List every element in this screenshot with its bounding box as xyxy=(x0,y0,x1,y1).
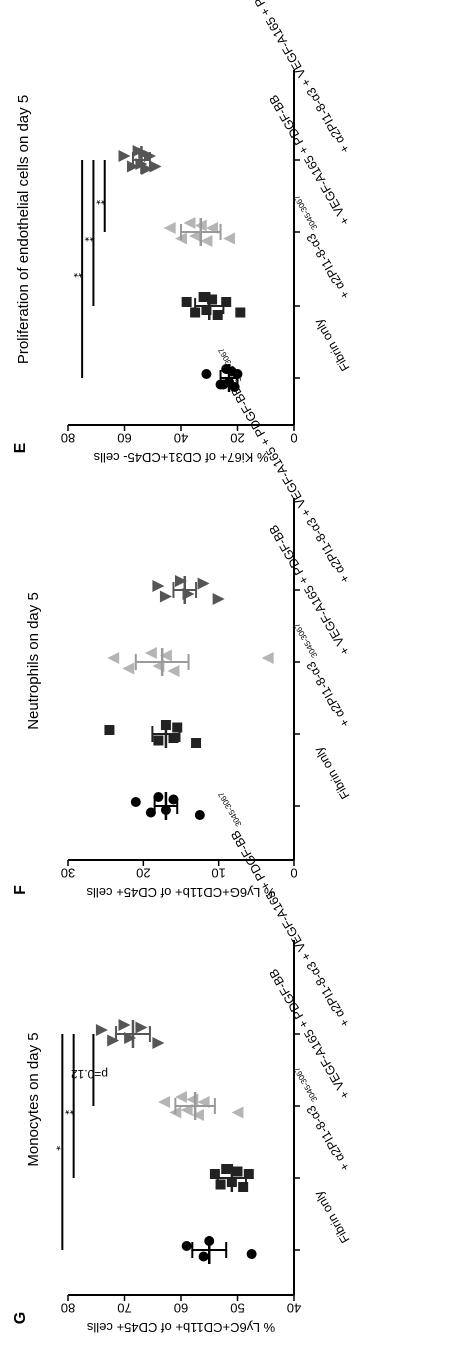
data-point xyxy=(152,580,164,592)
chart-title: Monocytes on day 5 xyxy=(25,1032,42,1166)
data-point xyxy=(107,652,119,664)
data-point xyxy=(235,308,245,318)
y-tick-label: 80 xyxy=(61,430,75,445)
data-point xyxy=(183,217,195,229)
chart-title: Neutrophils on day 5 xyxy=(25,592,42,730)
data-point xyxy=(182,297,192,307)
data-point xyxy=(119,1019,131,1031)
significance-label: p=0.12 xyxy=(71,1067,108,1081)
data-point xyxy=(200,235,212,247)
panel-F: 0 10 20 30 % Ly6G+CD11b+ of CD45+ cells Neutr… xyxy=(12,346,357,900)
significance-label: ** xyxy=(65,1103,75,1117)
category-sub-label: 3045-3067 xyxy=(216,790,244,830)
y-tick-label: 20 xyxy=(136,865,150,880)
category-label: + VEGF-A165 + PDGF-BB xyxy=(266,522,352,657)
data-point xyxy=(201,369,211,379)
panel-label: E xyxy=(12,442,29,453)
data-point xyxy=(199,1252,209,1262)
data-point xyxy=(150,161,162,173)
data-point xyxy=(164,222,176,234)
category-label: Fibrin only xyxy=(311,744,352,802)
y-axis-label: % Ly6C+CD11b+ of CD45+ cells xyxy=(86,1320,275,1335)
y-tick-label: 0 xyxy=(290,430,297,445)
data-point xyxy=(145,647,157,659)
data-point xyxy=(191,738,201,748)
data-point xyxy=(135,1022,147,1034)
data-point xyxy=(160,591,172,603)
category-label: + VEGF-A165 + PDGF-BB xyxy=(266,966,352,1101)
significance-label: ** xyxy=(84,230,94,244)
data-point xyxy=(247,1249,257,1259)
data-point xyxy=(198,578,210,590)
data-point xyxy=(232,1107,244,1119)
data-point xyxy=(223,233,235,245)
y-axis-label: % Ki67+ of CD31+CD45- cells xyxy=(93,450,268,465)
y-tick-label: 50 xyxy=(230,1300,244,1315)
data-point xyxy=(221,1164,231,1174)
data-point xyxy=(233,1167,243,1177)
category-sub-label: 3045-3067 xyxy=(292,621,320,661)
significance-label: * xyxy=(56,1139,61,1153)
data-point xyxy=(96,1024,108,1036)
data-point xyxy=(262,652,274,664)
data-point xyxy=(119,150,131,162)
data-point xyxy=(122,663,134,675)
data-point xyxy=(175,1091,187,1103)
y-tick-label: 0 xyxy=(290,865,297,880)
category-label: + VEGF-A165 + PDGF-BB xyxy=(266,92,352,227)
data-point xyxy=(213,593,225,605)
data-point xyxy=(167,665,179,677)
y-tick-label: 80 xyxy=(61,1300,75,1315)
data-point xyxy=(192,1109,204,1121)
chart-title: Proliferation of endothelial cells on da… xyxy=(15,95,32,364)
y-tick-label: 70 xyxy=(117,1300,131,1315)
data-point xyxy=(131,797,141,807)
y-tick-label: 40 xyxy=(174,430,188,445)
category-label: + α2PI1-8-α3 + VEGF-A165 + PDGF-BB 3045-… xyxy=(208,0,357,156)
data-point xyxy=(152,1037,164,1049)
data-point xyxy=(186,1094,198,1106)
data-point xyxy=(104,725,114,735)
data-point xyxy=(153,736,163,746)
panel-label: F xyxy=(12,885,29,895)
y-tick-label: 40 xyxy=(287,1300,301,1315)
panel-label: G xyxy=(12,1312,29,1324)
y-tick-label: 60 xyxy=(174,1300,188,1315)
y-tick-label: 20 xyxy=(230,430,244,445)
data-point xyxy=(172,723,182,733)
panel-E: 0 20 40 60 80 % Ki67+ of CD31+CD45- cells Prol… xyxy=(12,0,357,465)
data-point xyxy=(213,310,223,320)
category-sub-label: 3045-3067 xyxy=(292,1065,320,1105)
y-tick-label: 30 xyxy=(61,865,75,880)
y-axis-label: % Ly6G+CD11b+ of CD45+ cells xyxy=(86,885,275,900)
data-point xyxy=(195,810,205,820)
significance-label: ** xyxy=(73,266,83,280)
data-point xyxy=(158,1096,170,1108)
y-tick-label: 10 xyxy=(211,865,225,880)
significance-label: ** xyxy=(96,193,106,207)
data-point xyxy=(107,1035,119,1047)
category-label: Fibrin only xyxy=(311,1188,352,1246)
category-sub-label: 3045-3067 xyxy=(292,193,320,233)
y-tick-label: 60 xyxy=(117,430,131,445)
category-label: Fibrin only xyxy=(311,316,352,374)
data-point xyxy=(182,1241,192,1251)
